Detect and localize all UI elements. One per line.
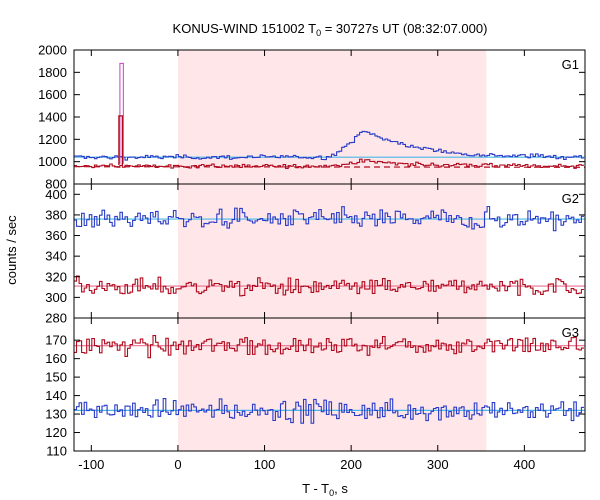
x-tick-label: 300 <box>427 457 449 472</box>
y-tick-label: 280 <box>45 311 67 326</box>
y-tick-label: 1600 <box>38 87 67 102</box>
xlabel-subscript: 0 <box>329 488 334 498</box>
x-tick-label: 0 <box>174 457 181 472</box>
y-tick-label: 130 <box>45 407 67 422</box>
y-tick-label: 1400 <box>38 110 67 125</box>
y-tick-label: 170 <box>45 333 67 348</box>
panel-frame <box>73 317 586 452</box>
panel-label: G3 <box>562 325 579 340</box>
x-axis-label: T - T0, s <box>302 481 348 498</box>
y-tick-label: 380 <box>45 207 67 222</box>
spike-magenta <box>119 62 124 164</box>
y-tick-label: 340 <box>45 249 67 264</box>
xlabel-main: T - T <box>302 481 329 496</box>
y-tick-label: 150 <box>45 370 67 385</box>
y-tick-label: 120 <box>45 425 67 440</box>
series-blue <box>74 398 584 424</box>
y-tick-label: 400 <box>45 187 67 202</box>
x-tick-label: -100 <box>78 457 104 472</box>
y-tick-label: 360 <box>45 228 67 243</box>
series-red <box>74 158 584 170</box>
y-tick-label: 160 <box>45 351 67 366</box>
panel-g2: 280 300 320 340 360 380 400 G2 <box>45 183 586 326</box>
series-red <box>74 335 584 359</box>
y-tick-label: 800 <box>45 177 67 192</box>
y-tick-label: 300 <box>45 290 67 305</box>
panel-g1: 800 1000 1200 1400 1600 1800 2000 G1 <box>38 43 586 192</box>
series-blue <box>74 205 584 232</box>
spike-red <box>118 115 124 166</box>
y-tick-label: 1200 <box>38 132 67 147</box>
y-tick-label: 1800 <box>38 65 67 80</box>
y-tick-label: 320 <box>45 269 67 284</box>
title-subscript: 0 <box>316 28 321 38</box>
title-rest: = 30727s UT (08:32:07.000) <box>321 21 487 36</box>
x-tick-label: 100 <box>254 457 276 472</box>
series-red <box>74 275 584 297</box>
y-tick-label: 2000 <box>38 43 67 58</box>
x-tick-label: 400 <box>514 457 536 472</box>
chart-title: KONUS-WIND 151002 T0 = 30727s UT (08:32:… <box>173 21 488 38</box>
svg-text:KONUS-WIND 151002 T0 = 30727s: KONUS-WIND 151002 T0 = 30727s UT (08:32:… <box>173 21 488 38</box>
panel-g3: 110 120 130 140 150 160 170 -100 0 100 200 300 400 G3 <box>45 317 586 472</box>
panel-label: G2 <box>562 191 579 206</box>
plot-panels: 800100012001400160018002000G128030032034… <box>38 43 586 472</box>
y-axis-label: counts / sec <box>4 215 19 285</box>
y-tick-label: 140 <box>45 388 67 403</box>
y-tick-label: 110 <box>46 444 67 459</box>
x-tick-label: 200 <box>340 457 362 472</box>
title-main: KONUS-WIND 151002 T <box>173 21 317 36</box>
series-blue <box>74 130 584 161</box>
panel-label: G1 <box>562 57 579 72</box>
svg-text:T - T0, s: T - T0, s <box>302 481 348 498</box>
xlabel-rest: , s <box>334 481 348 496</box>
y-tick-label: 1000 <box>38 154 67 169</box>
shaded-interval <box>177 50 487 451</box>
